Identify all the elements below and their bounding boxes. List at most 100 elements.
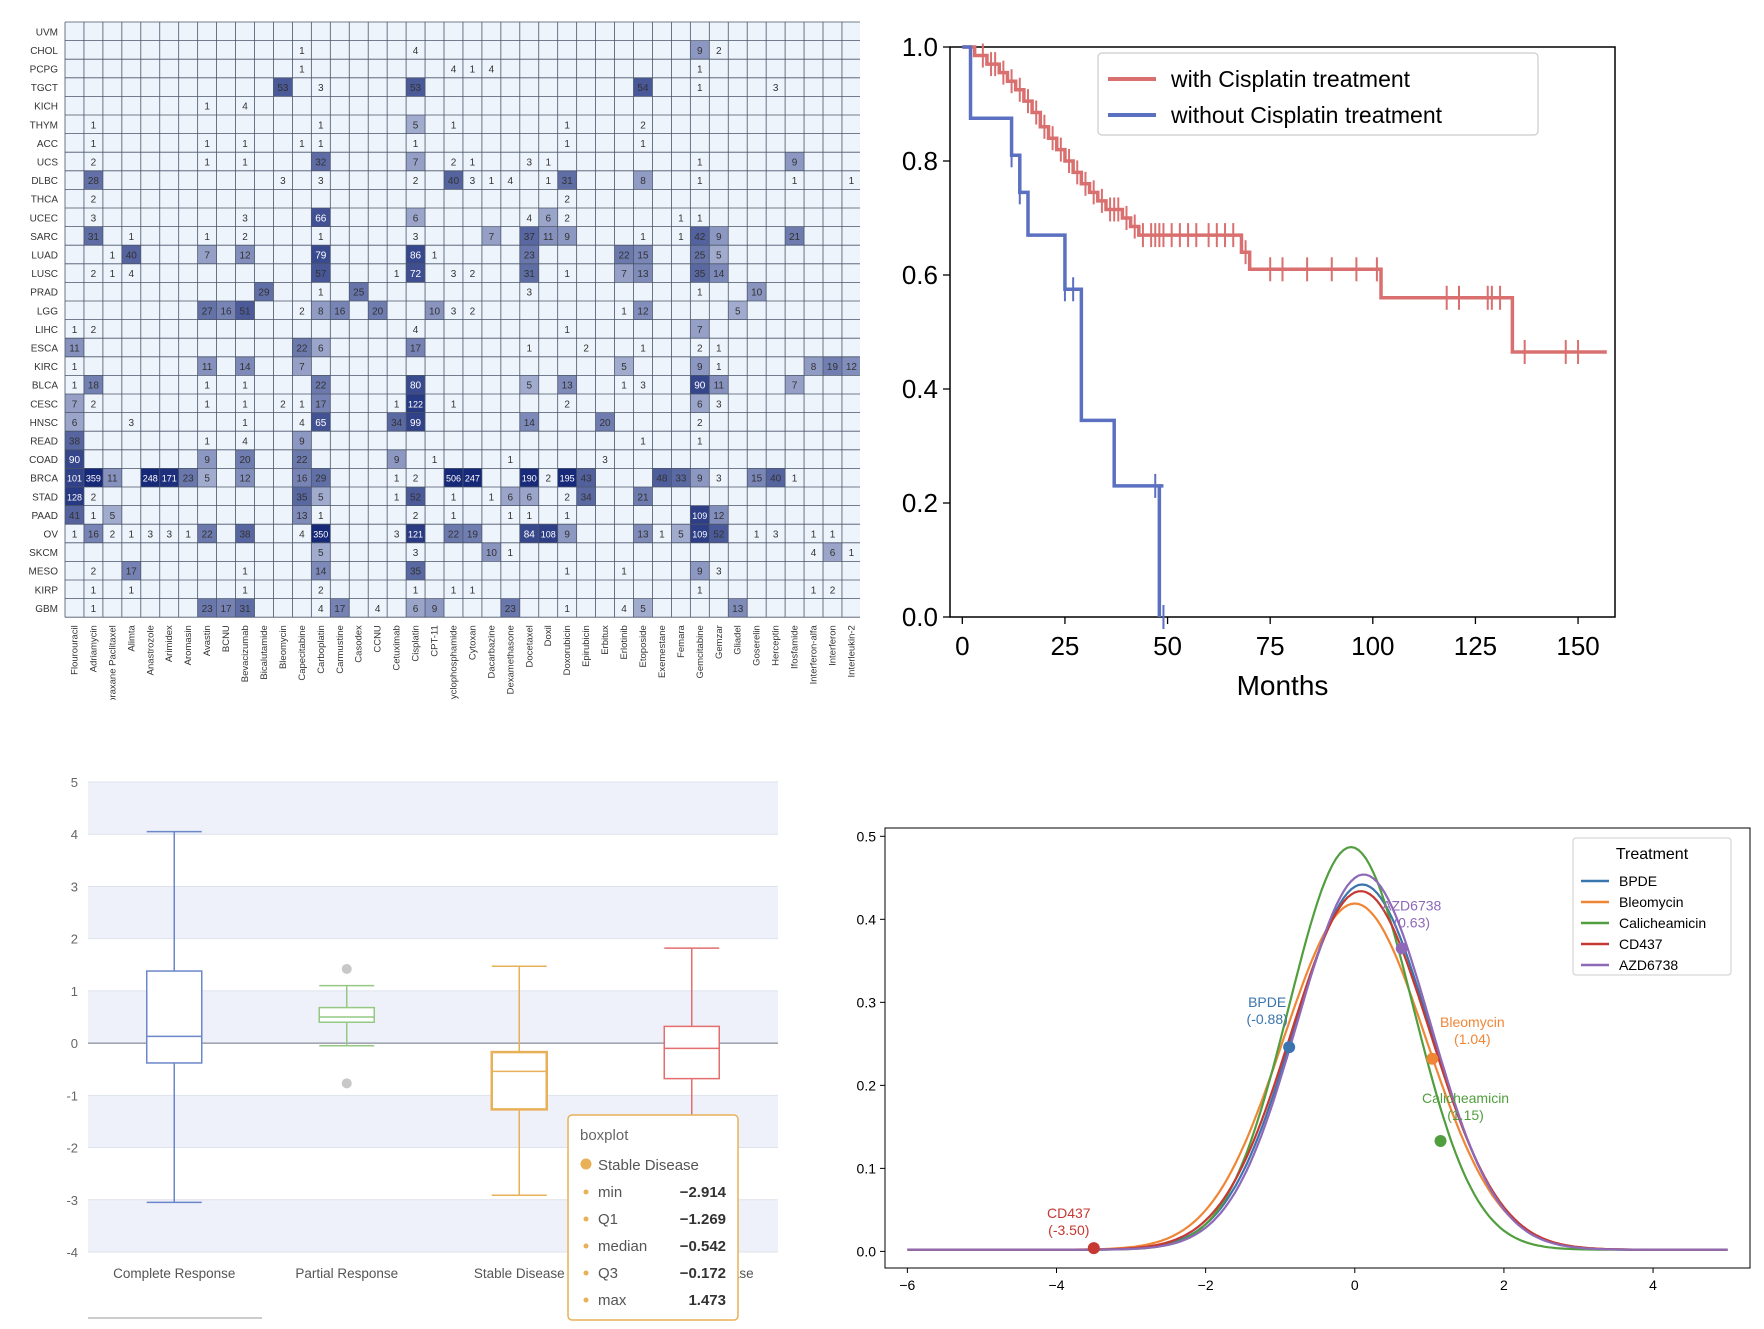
heatmap-cell-label: 4 <box>299 418 305 429</box>
km-x-axis-label: Months <box>1237 670 1329 701</box>
heatmap-cell-label: 9 <box>564 530 570 541</box>
heatmap-cell-label: 2 <box>470 269 476 280</box>
heatmap-cell-label: 17 <box>315 399 327 410</box>
heatmap-cell-label: 35 <box>694 269 706 280</box>
heatmap-cell-label: 17 <box>221 604 233 615</box>
density-legend-box <box>1572 837 1732 976</box>
heatmap-cell-label: 1 <box>91 139 97 150</box>
heatmap-cell <box>197 245 217 264</box>
heatmap-cell-label: 1 <box>811 530 817 541</box>
heatmap-cell-label: 11 <box>714 381 725 392</box>
tooltip-row-label: min <box>598 1184 622 1201</box>
heatmap-cell <box>690 40 710 60</box>
heatmap-column-label: Doxorubicin <box>562 625 573 675</box>
heatmap-cell-label: 2 <box>91 567 97 578</box>
heatmap-cell-label: 1 <box>564 269 570 280</box>
heatmap-cell-label: 1 <box>242 158 248 169</box>
km-legend-label: without Cisplatin treatment <box>1170 102 1443 128</box>
heatmap-cell <box>557 524 577 543</box>
boxplot-iqr-box <box>663 1025 720 1080</box>
heatmap-cell-label: 3 <box>242 213 248 224</box>
heatmap-cell-label: 4 <box>375 604 381 615</box>
boxplot-band <box>88 990 778 1044</box>
heatmap-cell-label: 1 <box>185 530 191 541</box>
boxplot-tooltip: boxplot Stable Disease min −2.914 Q1 −1.269 me… <box>567 1114 739 1321</box>
heatmap-column-label: Goserelin <box>752 625 763 666</box>
heatmap-cell-label: 1 <box>72 362 78 373</box>
heatmap-cell <box>65 338 84 357</box>
heatmap-cell <box>406 245 426 264</box>
heatmap-cell <box>121 561 141 580</box>
heatmap-row-label: UVM <box>36 27 58 38</box>
heatmap-cell-label: 1 <box>204 232 210 243</box>
tooltip-row-label: Q3 <box>598 1265 618 1282</box>
boxplot-iqr-box <box>490 1050 548 1111</box>
heatmap-cell <box>614 356 634 376</box>
boxplot-outlier <box>341 963 352 974</box>
heatmap-cell <box>538 208 558 227</box>
density-marker <box>1283 1041 1296 1054</box>
heatmap-cell-label: 16 <box>88 530 100 541</box>
heatmap-cell-label: 1 <box>242 381 248 392</box>
heatmap-cell <box>462 468 482 487</box>
heatmap-cell <box>311 468 331 487</box>
heatmap-cell-label: 2 <box>91 492 97 503</box>
boxplot-y-tick-label: -1 <box>66 1088 78 1103</box>
heatmap-cell <box>709 375 729 394</box>
heatmap-cell <box>406 77 426 97</box>
heatmap-cell-label: 1 <box>564 325 570 336</box>
density-x-tick-label: −2 <box>1198 1277 1214 1293</box>
tooltip-title: boxplot <box>580 1127 629 1144</box>
heatmap-cell-label: 14 <box>524 418 536 429</box>
tooltip-frame <box>567 1114 739 1321</box>
heatmap-cell-label: 22 <box>296 455 308 466</box>
heatmap-cell-label: 11 <box>543 232 554 243</box>
heatmap-cell <box>690 468 710 487</box>
heatmap-cell <box>83 170 103 190</box>
heatmap-cell <box>65 468 84 487</box>
boxplot-y-tick-label: 3 <box>71 879 78 894</box>
density-legend-label: Bleomycin <box>1619 894 1684 910</box>
boxplot-box-2 <box>318 963 375 1089</box>
treatment-density-chart: −6 −4 −2 0 2 4 0.0 0.1 0.2 0.3 0.4 0.5 BPDE (-0.88) Bl… <box>820 800 1764 1324</box>
heatmap-cell-label: 1 <box>72 530 78 541</box>
heatmap-column-label: Carboplatin <box>316 625 327 674</box>
heatmap-cell-label: 90 <box>69 455 81 466</box>
heatmap-cell-label: 4 <box>621 604 627 615</box>
heatmap-row-label: LGG <box>37 306 58 317</box>
heatmap-cell <box>633 263 653 283</box>
heatmap-cell-label: 9 <box>697 362 703 373</box>
heatmap-cell <box>292 487 312 506</box>
heatmap-cell-label: 11 <box>202 362 213 373</box>
density-legend-label: CD437 <box>1619 936 1663 952</box>
heatmap-cell-label: 2 <box>318 585 324 596</box>
heatmap-cell <box>785 375 805 394</box>
heatmap-cell <box>690 356 710 376</box>
boxplot-iqr-box <box>318 1006 375 1023</box>
heatmap-cell-label: 53 <box>410 83 422 94</box>
heatmap-column-label: Herceptin <box>771 625 782 666</box>
heatmap-cell-label: 1 <box>318 232 324 243</box>
heatmap-cell-label: 38 <box>239 530 251 541</box>
heatmap-cell-label: 6 <box>318 344 324 355</box>
heatmap-cell-label: 2 <box>716 46 722 57</box>
heatmap-cell-label: 1 <box>697 213 703 224</box>
heatmap-cell-label: 31 <box>239 604 251 615</box>
heatmap-cell-label: 1 <box>621 381 627 392</box>
heatmap-cell <box>65 487 84 506</box>
heatmap-cell-label: 31 <box>524 269 536 280</box>
tooltip-row-value: −0.542 <box>680 1238 726 1255</box>
heatmap-cell-label: 6 <box>413 213 419 224</box>
heatmap-cell-label: 23 <box>202 604 214 615</box>
heatmap-column-label: Exemestane <box>657 625 668 678</box>
heatmap-cell-label: 22 <box>448 530 460 541</box>
heatmap-cell-label: 195 <box>560 474 575 484</box>
boxplot-category-label: Complete Response <box>113 1266 235 1281</box>
heatmap-row-label: THYM <box>30 120 58 131</box>
heatmap-cell <box>519 226 539 246</box>
heatmap-cell-label: 1 <box>394 474 400 485</box>
heatmap-cell-label: 108 <box>541 530 556 540</box>
heatmap-cell <box>747 468 767 487</box>
heatmap-cell-label: 1 <box>91 120 97 131</box>
